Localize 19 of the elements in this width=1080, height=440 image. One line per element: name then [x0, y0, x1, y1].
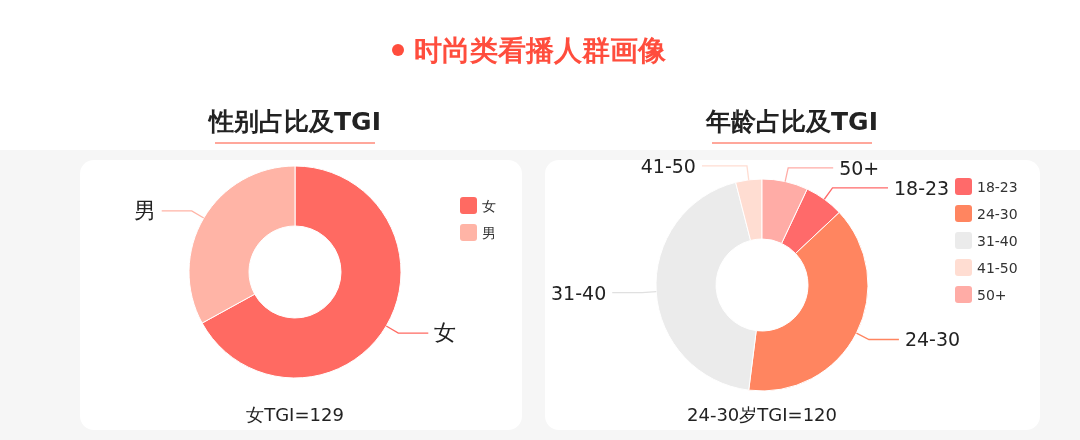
slice-label: 男 [133, 197, 156, 223]
slice-label: 女 [434, 320, 457, 346]
slice-label: 41-50 [640, 154, 696, 177]
slice-label: 50+ [839, 156, 880, 179]
legend-label: 24-30 [977, 206, 1018, 222]
legend-label: 18-23 [977, 179, 1018, 195]
text: 女TGI=129 [246, 404, 344, 425]
legend-label: 女 [482, 198, 496, 214]
legend-label: 50+ [977, 287, 1007, 303]
slice-label: 24-30 [904, 328, 961, 351]
slice-label: 18-23 [894, 176, 950, 199]
slice-label: 31-40 [551, 281, 607, 304]
text: 时尚类看播人群画像 [414, 34, 667, 67]
legend-label: 男 [482, 225, 496, 241]
text: 24-30岁TGI=120 [687, 404, 837, 425]
chart-title: 年龄占比及TGI [705, 107, 878, 136]
legend-label: 31-40 [977, 233, 1018, 249]
chart-title: 性别占比及TGI [207, 107, 381, 136]
legend-label: 41-50 [977, 260, 1018, 276]
